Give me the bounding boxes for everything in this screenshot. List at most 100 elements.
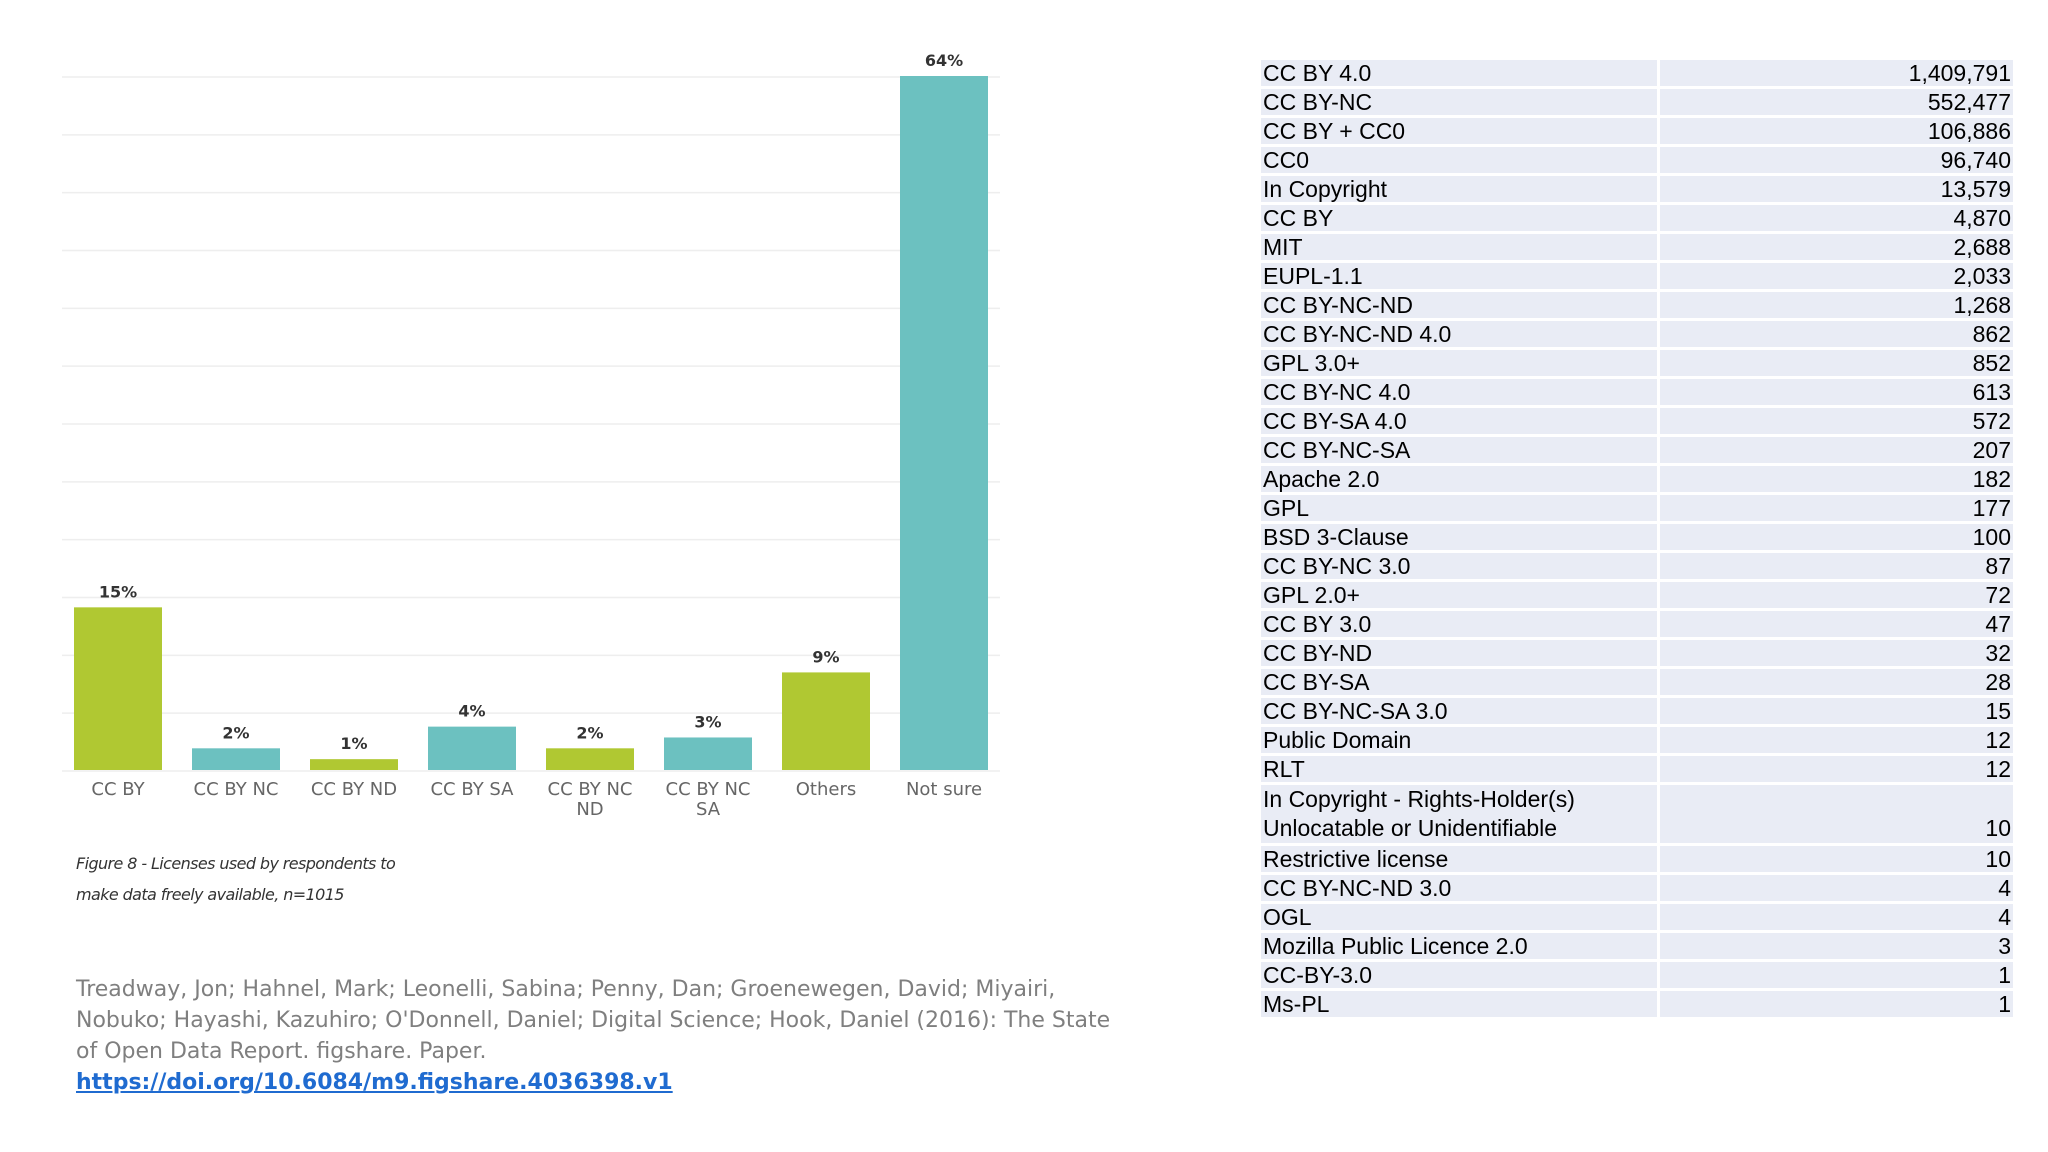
x-tick-label: CC BY xyxy=(91,779,145,800)
license-name: BSD 3-Clause xyxy=(1258,521,1660,553)
bar-cc-by-nd xyxy=(310,759,398,770)
table-row: CC BY-NC-SA 3.0 15 xyxy=(1258,695,2016,727)
license-count: 207 xyxy=(1657,434,2016,466)
x-tick-label: CC BY NC SA xyxy=(666,779,751,820)
license-count: 2,688 xyxy=(1657,231,2016,263)
bar-value-label: 9% xyxy=(812,647,839,666)
license-count: 72 xyxy=(1657,579,2016,611)
figure-caption-line-2: make data freely available, n=1015 xyxy=(76,885,344,904)
bar-value-label: 2% xyxy=(576,723,603,742)
citation-doi-link[interactable]: https://doi.org/10.6084/m9.figshare.4036… xyxy=(76,1070,673,1095)
license-name: CC BY-NC-ND xyxy=(1258,289,1660,321)
bar-chart-figure: 15% CC BY 2% CC BY NC 1% CC BY ND 4% CC BY SA 2%… xyxy=(62,51,1111,1095)
license-count: 12 xyxy=(1657,724,2016,756)
table-row: GPL 3.0+ 852 xyxy=(1258,347,2016,379)
x-tick-label: Not sure xyxy=(906,779,982,800)
license-count: 12 xyxy=(1657,753,2016,785)
license-count: 10 xyxy=(1657,843,2016,875)
license-name: CC BY 3.0 xyxy=(1258,608,1660,640)
license-name: Apache 2.0 xyxy=(1258,463,1660,495)
license-name: Restrictive license xyxy=(1258,843,1660,875)
table-row: CC0 96,740 xyxy=(1258,144,2016,176)
table-row: CC BY-NC 3.0 87 xyxy=(1258,550,2016,582)
table-row: RLT 12 xyxy=(1258,753,2016,785)
table-row: CC BY 4,870 xyxy=(1258,202,2016,234)
license-name: Public Domain xyxy=(1258,724,1660,756)
bar-value-label: 1% xyxy=(340,734,367,753)
table-row: CC BY-NC 552,477 xyxy=(1258,86,2016,118)
bar-value-label: 2% xyxy=(222,723,249,742)
table-row: CC BY-SA 4.0 572 xyxy=(1258,405,2016,437)
license-name: CC BY-SA 4.0 xyxy=(1258,405,1660,437)
table-row: CC BY 4.0 1,409,791 xyxy=(1258,57,2016,89)
license-name: CC BY-NC 4.0 xyxy=(1258,376,1660,408)
license-name: MIT xyxy=(1258,231,1660,263)
license-count: 15 xyxy=(1657,695,2016,727)
license-name: CC-BY-3.0 xyxy=(1258,959,1660,991)
table-row: CC BY 3.0 47 xyxy=(1258,608,2016,640)
license-name: GPL 2.0+ xyxy=(1258,579,1660,611)
bar-value-label: 4% xyxy=(458,702,485,721)
table-row: CC BY-NC-ND 1,268 xyxy=(1258,289,2016,321)
bar-value-label: 64% xyxy=(925,51,963,70)
license-name: CC BY-NC-ND 4.0 xyxy=(1258,318,1660,350)
table-row: CC BY + CC0 106,886 xyxy=(1258,115,2016,147)
license-name: CC BY-NC-SA xyxy=(1258,434,1660,466)
table-row: Restrictive license 10 xyxy=(1258,843,2016,875)
table-row: CC-BY-3.0 1 xyxy=(1258,959,2016,991)
license-name: In Copyright xyxy=(1258,173,1660,205)
license-count: 1 xyxy=(1657,959,2016,991)
license-name: CC BY xyxy=(1258,202,1660,234)
license-count: 552,477 xyxy=(1657,86,2016,118)
license-name: CC BY-NC-ND 3.0 xyxy=(1258,872,1660,904)
license-count: 572 xyxy=(1657,405,2016,437)
license-name: RLT xyxy=(1258,753,1660,785)
license-count: 177 xyxy=(1657,492,2016,524)
table-row: GPL 2.0+ 72 xyxy=(1258,579,2016,611)
license-name: EUPL-1.1 xyxy=(1258,260,1660,292)
license-name: CC BY-NC-SA 3.0 xyxy=(1258,695,1660,727)
license-count: 47 xyxy=(1657,608,2016,640)
x-tick-label: CC BY ND xyxy=(311,779,397,800)
bar-not-sure xyxy=(900,76,988,770)
license-count: 10 xyxy=(1657,782,2016,846)
bar-cc-by-nc xyxy=(192,748,280,770)
table-row: Ms-PL 1 xyxy=(1258,988,2016,1020)
citation-text: Treadway, Jon; Hahnel, Mark; Leonelli, S… xyxy=(76,977,1111,1064)
license-name: Ms-PL xyxy=(1258,988,1660,1020)
table-row: BSD 3-Clause 100 xyxy=(1258,521,2016,553)
license-count: 13,579 xyxy=(1657,173,2016,205)
bar-cc-by-nc-sa xyxy=(664,737,752,770)
license-count: 2,033 xyxy=(1657,260,2016,292)
license-name: CC BY-NC 3.0 xyxy=(1258,550,1660,582)
x-tick-label: CC BY NC xyxy=(194,779,279,800)
table-row: GPL 177 xyxy=(1258,492,2016,524)
license-count: 852 xyxy=(1657,347,2016,379)
license-count: 96,740 xyxy=(1657,144,2016,176)
license-count: 1,268 xyxy=(1657,289,2016,321)
license-count: 1,409,791 xyxy=(1657,57,2016,89)
license-count: 4,870 xyxy=(1657,202,2016,234)
license-count: 613 xyxy=(1657,376,2016,408)
figure-caption-line-1: Figure 8 - Licenses used by respondents … xyxy=(76,854,396,873)
bar-cc-by-sa xyxy=(428,726,516,770)
table-row: CC BY-NC-SA 207 xyxy=(1258,434,2016,466)
table-row: CC BY-NC 4.0 613 xyxy=(1258,376,2016,408)
table-row: Mozilla Public Licence 2.0 3 xyxy=(1258,930,2016,962)
license-name: Mozilla Public Licence 2.0 xyxy=(1258,930,1660,962)
citation: Treadway, Jon; Hahnel, Mark; Leonelli, S… xyxy=(76,974,1116,1098)
license-count: 106,886 xyxy=(1657,115,2016,147)
bar-cc-by-nc-nd xyxy=(546,748,634,770)
bar-chart: 15% CC BY 2% CC BY NC 1% CC BY ND 4% CC BY SA 2%… xyxy=(62,51,1000,820)
license-count: 100 xyxy=(1657,521,2016,553)
table-row: In Copyright 13,579 xyxy=(1258,173,2016,205)
license-count: 87 xyxy=(1657,550,2016,582)
license-count: 4 xyxy=(1657,872,2016,904)
x-tick-label: CC BY NC ND xyxy=(548,779,633,820)
license-count: 32 xyxy=(1657,637,2016,669)
license-name: CC BY + CC0 xyxy=(1258,115,1660,147)
table-row: CC BY-SA 28 xyxy=(1258,666,2016,698)
license-name-line: Unlocatable or Unidentifiable xyxy=(1263,815,1558,841)
figure-caption: Figure 8 - Licenses used by respondents … xyxy=(76,848,416,910)
license-name: OGL xyxy=(1258,901,1660,933)
